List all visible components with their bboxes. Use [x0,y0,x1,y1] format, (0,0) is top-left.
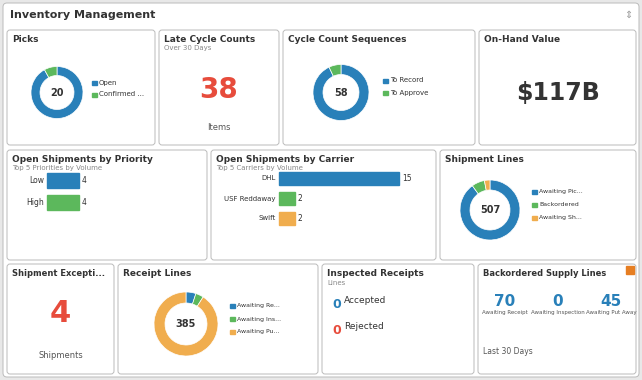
Text: Inventory Management: Inventory Management [10,10,155,20]
Wedge shape [193,294,203,306]
Text: Open Shipments by Carrier: Open Shipments by Carrier [216,155,354,164]
Text: Lines: Lines [327,280,345,286]
FancyBboxPatch shape [7,264,114,374]
FancyBboxPatch shape [118,264,318,374]
Bar [383,79,388,82]
Text: Last 30 Days: Last 30 Days [483,347,533,356]
Wedge shape [460,180,520,240]
Text: Awaiting Pic...: Awaiting Pic... [539,190,583,195]
Text: Awaiting Inspection: Awaiting Inspection [531,310,585,315]
Text: Inspected Receipts: Inspected Receipts [327,269,424,278]
Wedge shape [313,65,369,120]
Text: Cycle Count Sequences: Cycle Count Sequences [288,35,406,44]
Wedge shape [186,292,196,304]
Text: DHL: DHL [262,176,276,182]
Text: 2: 2 [298,214,303,223]
Text: Open Shipments by Priority: Open Shipments by Priority [12,155,153,164]
Wedge shape [154,292,218,356]
Text: 58: 58 [334,87,348,98]
Text: Awaiting Sh...: Awaiting Sh... [539,215,582,220]
Text: Receipt Lines: Receipt Lines [123,269,191,278]
Text: 0: 0 [332,298,341,311]
Bar [279,212,295,225]
FancyBboxPatch shape [3,3,639,377]
Text: Open: Open [99,79,117,86]
Text: 20: 20 [50,87,64,98]
Text: Backordered: Backordered [539,203,578,207]
Text: Accepted: Accepted [344,296,386,305]
Text: 45: 45 [600,294,621,309]
Text: On-Hand Value: On-Hand Value [484,35,560,44]
Text: $117B: $117B [516,81,600,105]
FancyBboxPatch shape [283,30,475,145]
Text: 0: 0 [332,324,341,337]
Text: 2: 2 [298,194,303,203]
Text: Confirmed ...: Confirmed ... [99,92,144,98]
Text: Shipments: Shipments [38,352,83,361]
Bar [383,90,388,95]
Text: 4: 4 [50,299,71,328]
Bar [92,81,97,84]
Text: Late Cycle Counts: Late Cycle Counts [164,35,256,44]
Text: High: High [26,198,44,207]
FancyBboxPatch shape [211,150,436,260]
Text: Backordered Supply Lines: Backordered Supply Lines [483,269,606,278]
Text: 385: 385 [176,319,196,329]
Text: Shipment Excepti...: Shipment Excepti... [12,269,105,278]
Bar [532,203,537,207]
Wedge shape [31,66,83,119]
Text: 38: 38 [200,76,238,103]
FancyBboxPatch shape [7,150,207,260]
Text: USF Reddaway: USF Reddaway [225,195,276,201]
Wedge shape [484,180,490,190]
Wedge shape [329,65,341,76]
Text: 70: 70 [494,294,516,309]
FancyBboxPatch shape [322,264,474,374]
Text: Awaiting Pu...: Awaiting Pu... [237,329,279,334]
Text: Awaiting Ins...: Awaiting Ins... [237,317,281,321]
Bar [279,192,295,205]
Bar [532,216,537,220]
FancyBboxPatch shape [479,30,636,145]
Text: 4: 4 [82,198,87,207]
Text: Rejected: Rejected [344,322,384,331]
Text: ⇕: ⇕ [624,10,632,20]
Bar [92,92,97,97]
Text: Picks: Picks [12,35,39,44]
Text: To Approve: To Approve [390,90,428,95]
Text: Awaiting Re...: Awaiting Re... [237,304,280,309]
Bar [47,195,79,210]
Bar [230,317,235,321]
FancyBboxPatch shape [440,150,636,260]
FancyBboxPatch shape [7,30,155,145]
Wedge shape [473,180,486,194]
Text: 15: 15 [402,174,412,183]
Text: Top 5 Priorities by Volume: Top 5 Priorities by Volume [12,165,102,171]
Text: 4: 4 [82,176,87,185]
Bar [47,173,79,188]
Text: Shipment Lines: Shipment Lines [445,155,524,164]
Bar [230,304,235,308]
Text: Over 30 Days: Over 30 Days [164,45,211,51]
Text: Swift: Swift [259,215,276,222]
Text: Awaiting Receipt: Awaiting Receipt [482,310,528,315]
Text: Top 5 Carriers by Volume: Top 5 Carriers by Volume [216,165,303,171]
Text: Awaiting Put Away: Awaiting Put Away [586,310,636,315]
Bar [626,266,634,274]
FancyBboxPatch shape [478,264,636,374]
Wedge shape [44,66,57,78]
Text: Low: Low [29,176,44,185]
Bar [532,190,537,194]
Text: 507: 507 [480,205,500,215]
Bar [230,330,235,334]
Text: Items: Items [207,122,230,131]
Bar [279,172,399,185]
Text: To Record: To Record [390,78,423,84]
FancyBboxPatch shape [159,30,279,145]
Text: 0: 0 [553,294,563,309]
